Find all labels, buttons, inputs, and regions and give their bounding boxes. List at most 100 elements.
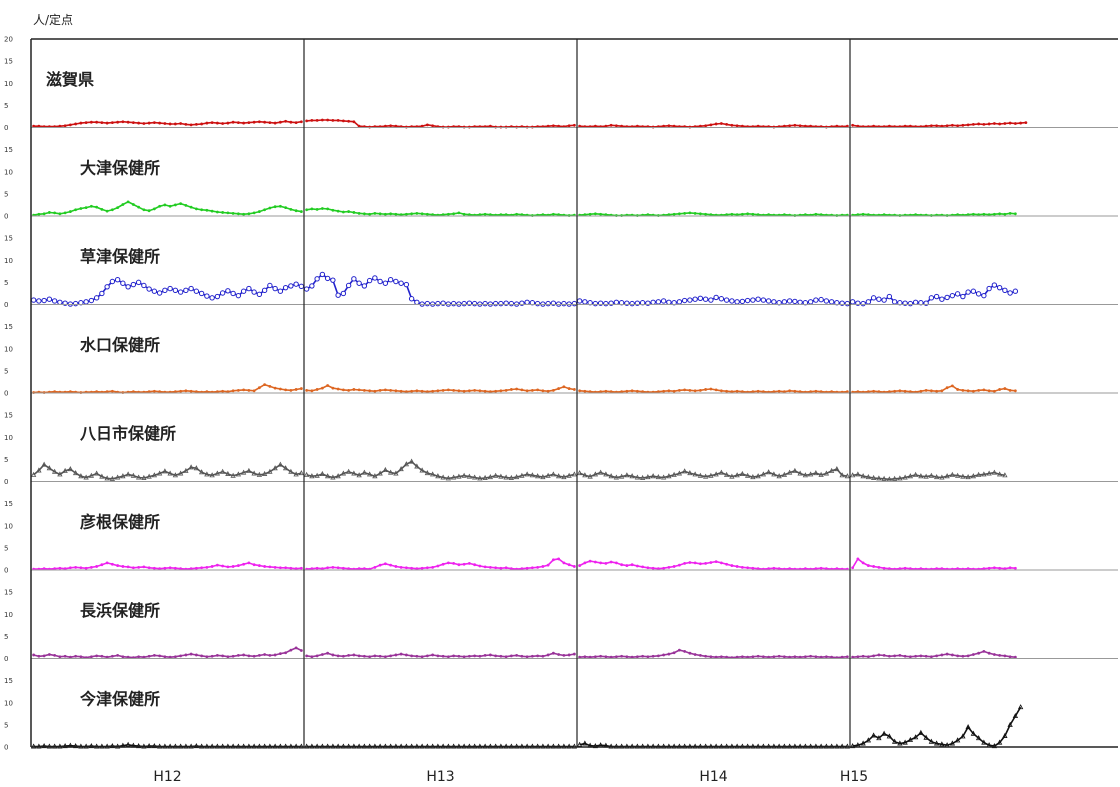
data-point xyxy=(246,285,252,292)
data-point xyxy=(351,470,357,476)
data-point xyxy=(849,472,856,478)
data-point xyxy=(807,471,814,477)
data-point xyxy=(277,461,284,467)
data-point xyxy=(236,564,240,567)
data-point xyxy=(230,290,236,297)
data-point xyxy=(828,467,835,473)
data-point xyxy=(198,469,205,475)
data-point xyxy=(1013,389,1017,393)
data-point xyxy=(515,387,519,391)
data-point xyxy=(242,388,246,392)
data-point xyxy=(582,299,588,305)
data-point xyxy=(725,655,729,659)
data-point xyxy=(1003,567,1007,571)
data-point xyxy=(252,211,256,215)
data-point xyxy=(704,212,708,216)
series-line-4-H14 xyxy=(579,388,848,393)
data-point xyxy=(79,121,83,125)
data-point xyxy=(604,655,608,659)
data-point xyxy=(986,285,992,292)
data-point xyxy=(58,212,62,216)
data-point xyxy=(856,124,860,128)
data-point xyxy=(184,123,188,126)
data-point xyxy=(672,389,676,393)
data-point xyxy=(865,474,872,480)
data-point xyxy=(477,475,483,481)
data-point xyxy=(956,654,960,658)
data-point xyxy=(772,390,776,394)
data-point xyxy=(991,282,998,288)
data-point xyxy=(110,654,114,658)
data-point xyxy=(998,654,1002,657)
data-point xyxy=(410,566,414,570)
data-point xyxy=(515,212,519,216)
data-point xyxy=(1008,211,1012,215)
data-point xyxy=(393,470,399,476)
data-point xyxy=(126,120,130,124)
data-point xyxy=(147,654,151,658)
data-point xyxy=(546,389,550,393)
data-point xyxy=(834,466,840,472)
data-point xyxy=(256,471,263,477)
data-point xyxy=(347,654,351,657)
data-point xyxy=(767,213,771,217)
data-point xyxy=(257,654,261,657)
data-point xyxy=(172,472,179,478)
data-point xyxy=(368,655,372,659)
data-point xyxy=(667,213,671,217)
data-point xyxy=(142,655,146,659)
data-point xyxy=(173,122,177,126)
data-point xyxy=(499,566,503,570)
data-point xyxy=(692,296,698,302)
data-point xyxy=(683,211,687,215)
data-point xyxy=(88,297,95,304)
data-point xyxy=(83,474,89,480)
data-point xyxy=(866,564,870,567)
data-point xyxy=(219,468,226,474)
data-point xyxy=(525,655,529,659)
data-point xyxy=(704,388,708,391)
data-point xyxy=(331,653,335,657)
data-point xyxy=(37,654,41,658)
data-point xyxy=(830,390,834,394)
data-point xyxy=(377,278,383,285)
data-point xyxy=(688,211,692,215)
data-point xyxy=(655,299,662,305)
data-point xyxy=(877,390,881,394)
data-point xyxy=(583,213,587,217)
data-point xyxy=(940,124,944,128)
data-point xyxy=(74,654,78,658)
data-point xyxy=(387,277,394,283)
data-point xyxy=(903,566,907,570)
data-point xyxy=(614,561,618,565)
data-point xyxy=(366,471,373,477)
data-point xyxy=(671,471,677,477)
data-point xyxy=(326,384,330,387)
series-line-1-H13 xyxy=(306,119,575,128)
data-point xyxy=(215,210,219,214)
data-point xyxy=(677,212,681,216)
data-point xyxy=(624,472,630,478)
data-point xyxy=(47,653,51,656)
data-point xyxy=(723,297,730,303)
panel-label-7: 長浜保健所 xyxy=(80,601,160,620)
data-point xyxy=(378,563,382,567)
data-point xyxy=(971,653,975,656)
data-point xyxy=(536,388,540,392)
data-point xyxy=(698,388,702,392)
data-point xyxy=(121,203,125,206)
data-point xyxy=(189,205,193,209)
data-point xyxy=(835,124,839,128)
data-point xyxy=(309,283,315,289)
data-point xyxy=(944,294,950,301)
data-point xyxy=(450,474,457,480)
data-point xyxy=(987,389,991,393)
data-point xyxy=(683,650,687,653)
data-point xyxy=(662,653,666,657)
x-tick-label-H15: H15 xyxy=(840,769,868,785)
data-point xyxy=(924,654,928,658)
data-point xyxy=(221,211,225,214)
data-point xyxy=(152,207,156,211)
data-point xyxy=(645,474,651,480)
data-point xyxy=(425,390,429,394)
